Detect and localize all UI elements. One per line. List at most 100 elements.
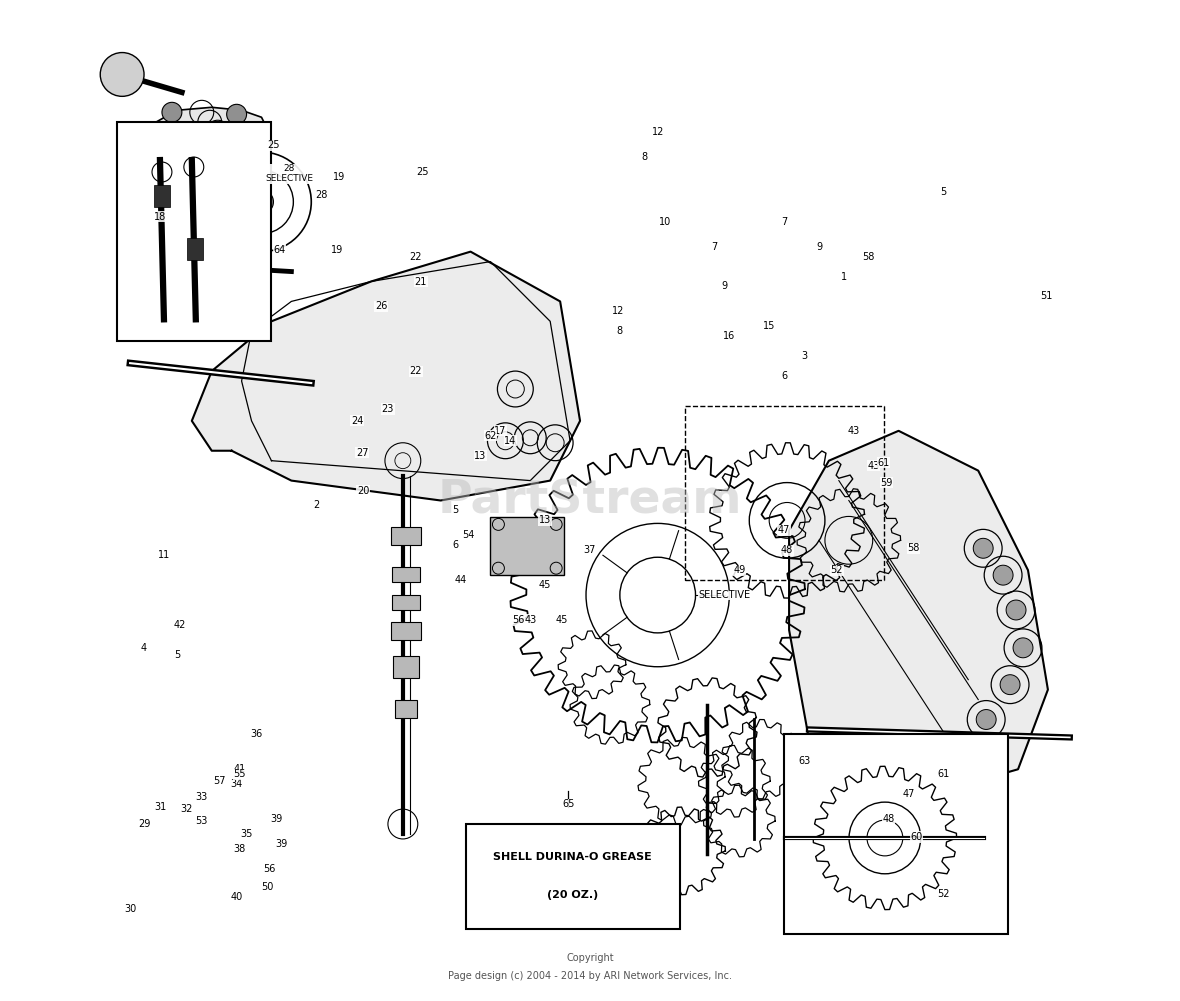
Text: 5: 5 (940, 187, 946, 197)
Text: 43: 43 (847, 425, 860, 435)
Text: 22: 22 (409, 251, 422, 261)
Bar (684, 406, 884, 581)
Text: 9: 9 (815, 241, 822, 251)
Text: 5: 5 (173, 650, 181, 660)
Text: 19: 19 (332, 244, 343, 254)
Text: 21: 21 (414, 276, 427, 286)
Text: SELECTIVE: SELECTIVE (699, 590, 750, 600)
Text: 12: 12 (651, 127, 664, 137)
Text: 43: 43 (867, 460, 880, 470)
Text: 11: 11 (158, 551, 170, 561)
Text: 53: 53 (196, 816, 208, 826)
Text: 20: 20 (356, 485, 369, 495)
Bar (392, 568, 420, 583)
Text: 52: 52 (937, 889, 950, 899)
Bar (392, 595, 420, 610)
Circle shape (1001, 675, 1020, 695)
Text: 7: 7 (712, 241, 717, 251)
Polygon shape (789, 430, 1048, 789)
Text: 25: 25 (267, 140, 280, 150)
Circle shape (994, 566, 1014, 586)
Text: 39: 39 (270, 814, 282, 824)
Text: 63: 63 (798, 757, 811, 767)
Text: 7: 7 (781, 217, 787, 227)
Text: 17: 17 (494, 425, 506, 435)
Text: 25: 25 (417, 167, 430, 177)
Bar (155, 185, 170, 207)
Text: 1: 1 (841, 271, 847, 281)
Text: 8: 8 (617, 326, 623, 336)
Circle shape (155, 122, 173, 142)
Text: 8: 8 (642, 152, 648, 162)
Text: 33: 33 (196, 792, 208, 802)
Text: 15: 15 (763, 321, 775, 331)
Text: SHELL DURINA-O GREASE: SHELL DURINA-O GREASE (493, 853, 653, 863)
Text: 12: 12 (611, 306, 624, 316)
Circle shape (974, 539, 994, 559)
Text: 22: 22 (409, 366, 422, 376)
Text: 52: 52 (831, 566, 844, 576)
Circle shape (162, 102, 182, 122)
Text: 40: 40 (230, 892, 243, 902)
Text: 65: 65 (562, 799, 575, 809)
Text: 61: 61 (878, 457, 890, 467)
Text: 45: 45 (539, 581, 551, 591)
Text: 37: 37 (584, 546, 596, 556)
Text: 4: 4 (140, 643, 148, 653)
Text: 19: 19 (333, 172, 346, 182)
Text: 32: 32 (181, 804, 194, 814)
Bar (391, 528, 421, 546)
Text: 24: 24 (350, 415, 363, 425)
Text: 27: 27 (356, 447, 368, 457)
Text: 28: 28 (315, 190, 327, 200)
Text: 50: 50 (261, 882, 274, 892)
Bar (186, 237, 203, 259)
Bar (466, 824, 680, 929)
Circle shape (224, 124, 243, 144)
Bar (393, 656, 419, 678)
Text: 28
SELECTIVE: 28 SELECTIVE (266, 164, 314, 183)
Text: 48: 48 (781, 546, 793, 556)
Text: 47: 47 (778, 526, 791, 536)
Text: 60: 60 (911, 832, 923, 842)
Text: 31: 31 (153, 802, 166, 812)
Text: 2: 2 (313, 500, 320, 511)
Text: 45: 45 (556, 615, 569, 625)
Text: 14: 14 (504, 435, 517, 445)
Text: 34: 34 (230, 779, 243, 789)
Text: 23: 23 (382, 404, 394, 414)
Text: (20 OZ.): (20 OZ.) (548, 890, 598, 900)
Text: 64: 64 (274, 244, 286, 254)
Text: 48: 48 (883, 814, 894, 824)
Text: 9: 9 (721, 281, 727, 291)
Circle shape (227, 104, 247, 124)
Text: 30: 30 (124, 904, 136, 914)
Text: 39: 39 (275, 839, 288, 849)
Text: 61: 61 (937, 769, 950, 779)
Circle shape (976, 710, 996, 730)
Text: 38: 38 (234, 844, 245, 854)
Text: 29: 29 (138, 819, 150, 829)
Text: 47: 47 (903, 789, 914, 799)
Bar (395, 700, 417, 718)
Text: 35: 35 (241, 829, 253, 839)
Text: 44: 44 (454, 576, 467, 586)
Text: Page design (c) 2004 - 2014 by ARI Network Services, Inc.: Page design (c) 2004 - 2014 by ARI Netwo… (448, 971, 732, 981)
Circle shape (100, 52, 144, 96)
Text: 57: 57 (214, 776, 225, 786)
Bar (117, 122, 271, 341)
Text: PartStream: PartStream (438, 478, 742, 523)
Text: 56: 56 (263, 864, 276, 874)
Text: 58: 58 (907, 544, 919, 554)
Text: 62: 62 (484, 430, 497, 440)
Circle shape (1007, 600, 1025, 620)
Text: 18: 18 (153, 212, 166, 222)
Bar (391, 622, 421, 640)
Text: 13: 13 (474, 450, 486, 460)
Text: Copyright: Copyright (566, 953, 614, 963)
Text: 54: 54 (463, 531, 474, 541)
Bar (491, 518, 564, 576)
Text: 26: 26 (375, 301, 387, 311)
Text: 43: 43 (524, 615, 537, 625)
Text: 5: 5 (452, 506, 459, 516)
